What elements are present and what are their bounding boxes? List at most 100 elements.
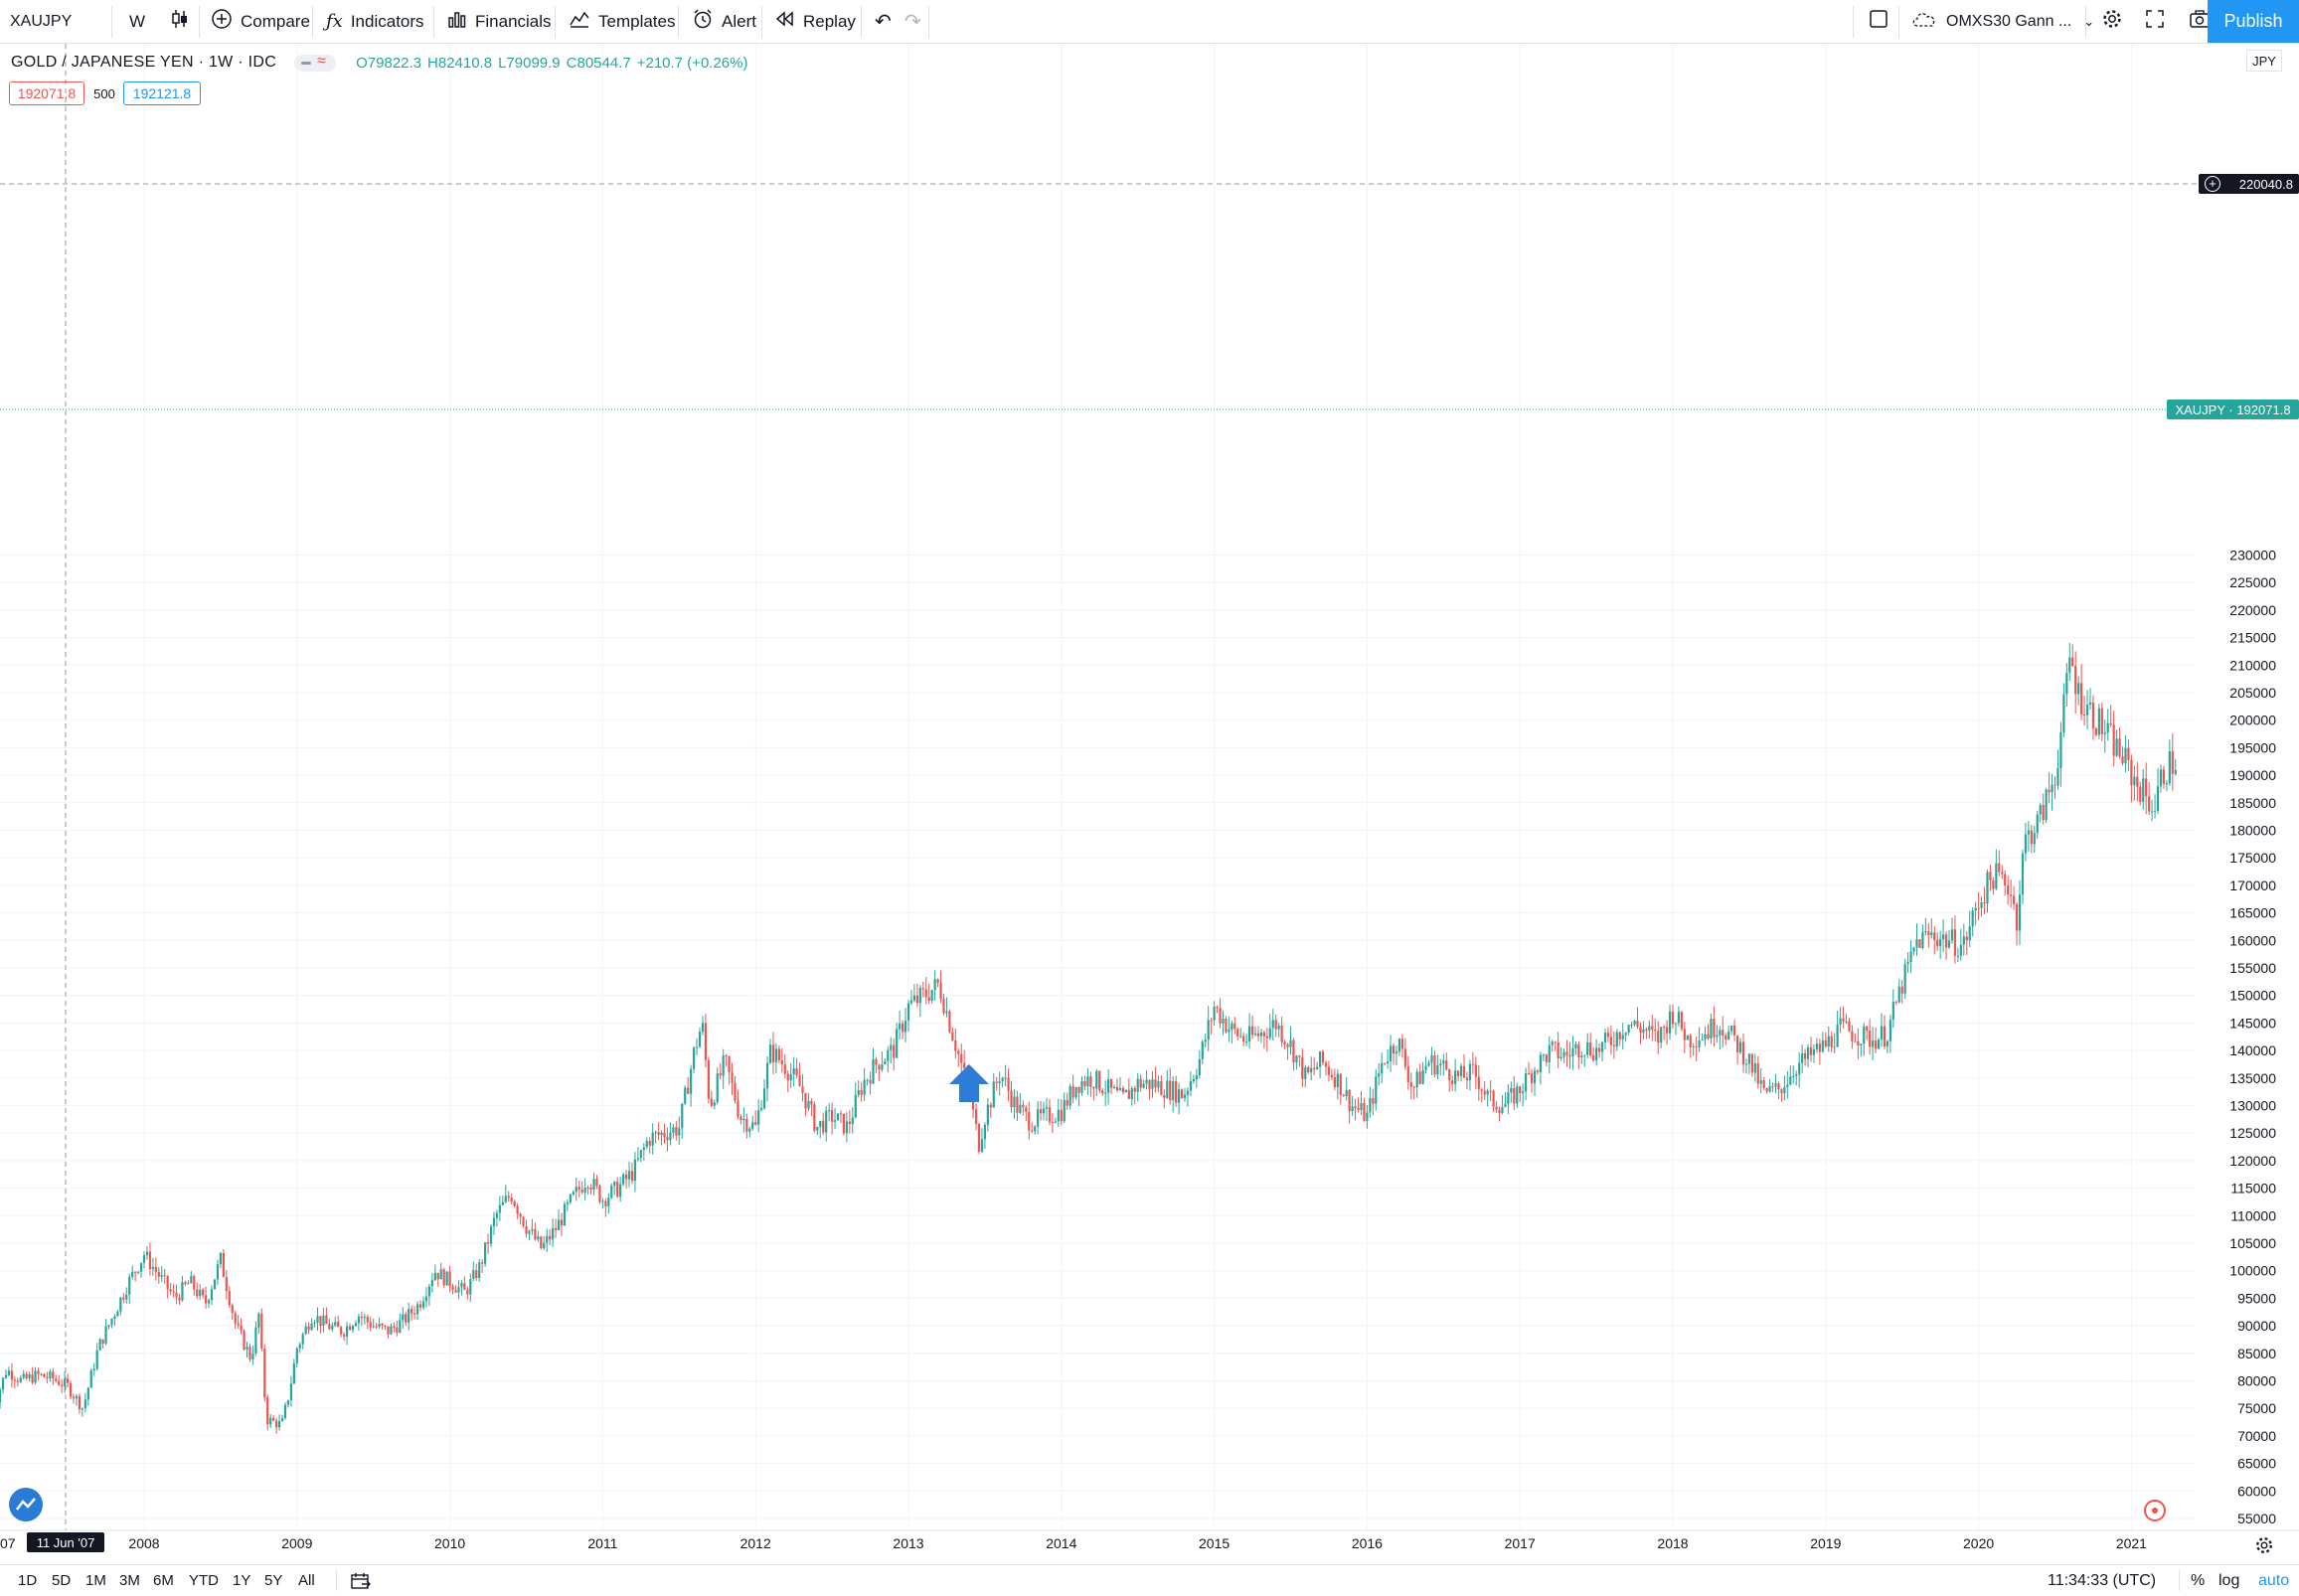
candle-body: [549, 1235, 552, 1240]
auto-toggle[interactable]: auto: [2258, 1572, 2290, 1589]
candle-body: [654, 1132, 657, 1134]
candle-body: [424, 1296, 428, 1302]
candle-body: [1247, 1026, 1251, 1041]
candle-body: [552, 1227, 555, 1240]
candle-body: [337, 1322, 340, 1328]
currency-button[interactable]: JPY: [2246, 50, 2282, 72]
publish-button[interactable]: Publish: [2208, 0, 2299, 43]
legend-toggle-pill[interactable]: ≈: [294, 53, 337, 72]
indicators-button[interactable]: ƒx Indicators: [316, 0, 434, 43]
candle-body: [1445, 1060, 1448, 1070]
candle-body: [572, 1192, 575, 1196]
candle-body: [1280, 1026, 1283, 1042]
candle-body: [1809, 1046, 1813, 1055]
candle-body: [2112, 724, 2115, 756]
price-tick-label: 165000: [2229, 905, 2276, 921]
range-button-6m[interactable]: 6M: [153, 1572, 174, 1589]
range-button-5d[interactable]: 5D: [52, 1572, 72, 1589]
candle-body: [387, 1326, 390, 1335]
candle-body: [719, 1073, 722, 1076]
candle-body: [433, 1272, 436, 1281]
candle-body: [636, 1158, 639, 1160]
candle-body: [1245, 1040, 1248, 1042]
templates-button[interactable]: Templates: [559, 0, 685, 43]
settings-button[interactable]: [2091, 0, 2133, 43]
price-tick-label: 160000: [2229, 932, 2276, 948]
record-icon[interactable]: [2144, 1500, 2166, 1521]
candle-body: [448, 1271, 451, 1287]
tradingview-logo[interactable]: [9, 1488, 43, 1521]
interval-button[interactable]: W: [119, 0, 155, 43]
chart-style-button[interactable]: [159, 0, 201, 43]
candle-body: [893, 1044, 896, 1058]
candle-body: [1378, 1073, 1381, 1077]
candle-body: [1465, 1077, 1469, 1080]
range-button-ytd[interactable]: YTD: [189, 1572, 219, 1589]
candle-body: [427, 1286, 430, 1297]
symbol-search-button[interactable]: XAUJPY: [0, 0, 111, 43]
range-button-5y[interactable]: 5Y: [264, 1572, 283, 1589]
redo-button[interactable]: ↷: [895, 0, 931, 43]
alert-button[interactable]: Alert: [682, 0, 766, 43]
percent-toggle[interactable]: %: [2191, 1572, 2206, 1589]
goto-date-button[interactable]: [350, 1571, 372, 1591]
candle-body: [1942, 934, 1945, 940]
sell-price-badge[interactable]: 192071.8: [9, 81, 84, 105]
candle-body: [2027, 830, 2030, 835]
candle-body: [2097, 708, 2100, 735]
candle-body: [481, 1262, 484, 1264]
candle-body: [1286, 1044, 1289, 1047]
clock-label[interactable]: 11:34:33 (UTC): [2048, 1572, 2157, 1589]
replay-button[interactable]: Replay: [765, 0, 866, 43]
candle-body: [836, 1113, 840, 1121]
undo-button[interactable]: ↶: [865, 0, 902, 43]
candle-body: [540, 1236, 543, 1248]
toolbar-divider: [1853, 6, 1854, 38]
range-button-1m[interactable]: 1M: [85, 1572, 106, 1589]
candle-body: [263, 1349, 266, 1398]
candle-body: [1595, 1047, 1598, 1060]
price-tick-label: 195000: [2229, 739, 2276, 755]
buy-price-badge[interactable]: 192121.8: [123, 81, 201, 105]
alarm-clock-icon: [692, 8, 714, 35]
range-button-3m[interactable]: 3M: [119, 1572, 140, 1589]
candle-body: [1692, 1045, 1695, 1047]
candle-body: [1063, 1099, 1066, 1122]
candle-body: [866, 1079, 869, 1081]
toolbar-divider: [199, 6, 200, 38]
price-chart[interactable]: 55000 60000 65000 70000 75000 80000 85000 90000…: [0, 44, 2299, 1564]
candle-body: [1733, 1025, 1736, 1037]
candle-body: [1157, 1080, 1160, 1088]
range-button-all[interactable]: All: [298, 1572, 315, 1589]
candle-body: [1744, 1063, 1748, 1065]
candle-body: [528, 1230, 531, 1234]
financials-button[interactable]: Financials: [437, 0, 562, 43]
candle-body: [828, 1110, 831, 1112]
plus-circle-icon[interactable]: +: [2205, 176, 2220, 192]
price-tick-label: 200000: [2229, 713, 2276, 728]
compare-button[interactable]: Compare: [201, 0, 320, 43]
top-toolbar: XAUJPY W Compare ƒx Indicators Financial…: [0, 0, 2299, 44]
candle-body: [657, 1132, 660, 1136]
candle-body: [1735, 1036, 1739, 1052]
candle-body: [1891, 1002, 1894, 1021]
candle-body: [598, 1186, 601, 1202]
log-toggle[interactable]: log: [2218, 1572, 2240, 1589]
minus-icon: [301, 61, 312, 65]
layout-selector[interactable]: OMXS30 Gann ... ⌄: [1900, 0, 2094, 43]
fullscreen-layout-button[interactable]: [1859, 0, 1898, 43]
candle-body: [110, 1319, 113, 1326]
fullscreen-button[interactable]: [2135, 0, 2175, 43]
candle-body: [1054, 1121, 1057, 1123]
candle-body: [974, 1109, 978, 1125]
candle-body: [681, 1103, 684, 1129]
candle-body: [777, 1048, 780, 1060]
range-button-1d[interactable]: 1D: [18, 1572, 38, 1589]
candle-body: [1630, 1025, 1633, 1027]
candle-body: [1606, 1033, 1610, 1037]
candle-body: [819, 1120, 822, 1128]
range-button-1y[interactable]: 1Y: [233, 1572, 251, 1589]
candle-body: [2074, 666, 2077, 695]
axis-settings-button[interactable]: [2254, 1535, 2274, 1555]
symbol-title: GOLD / JAPANESE YEN · 1W · IDC: [11, 54, 277, 71]
